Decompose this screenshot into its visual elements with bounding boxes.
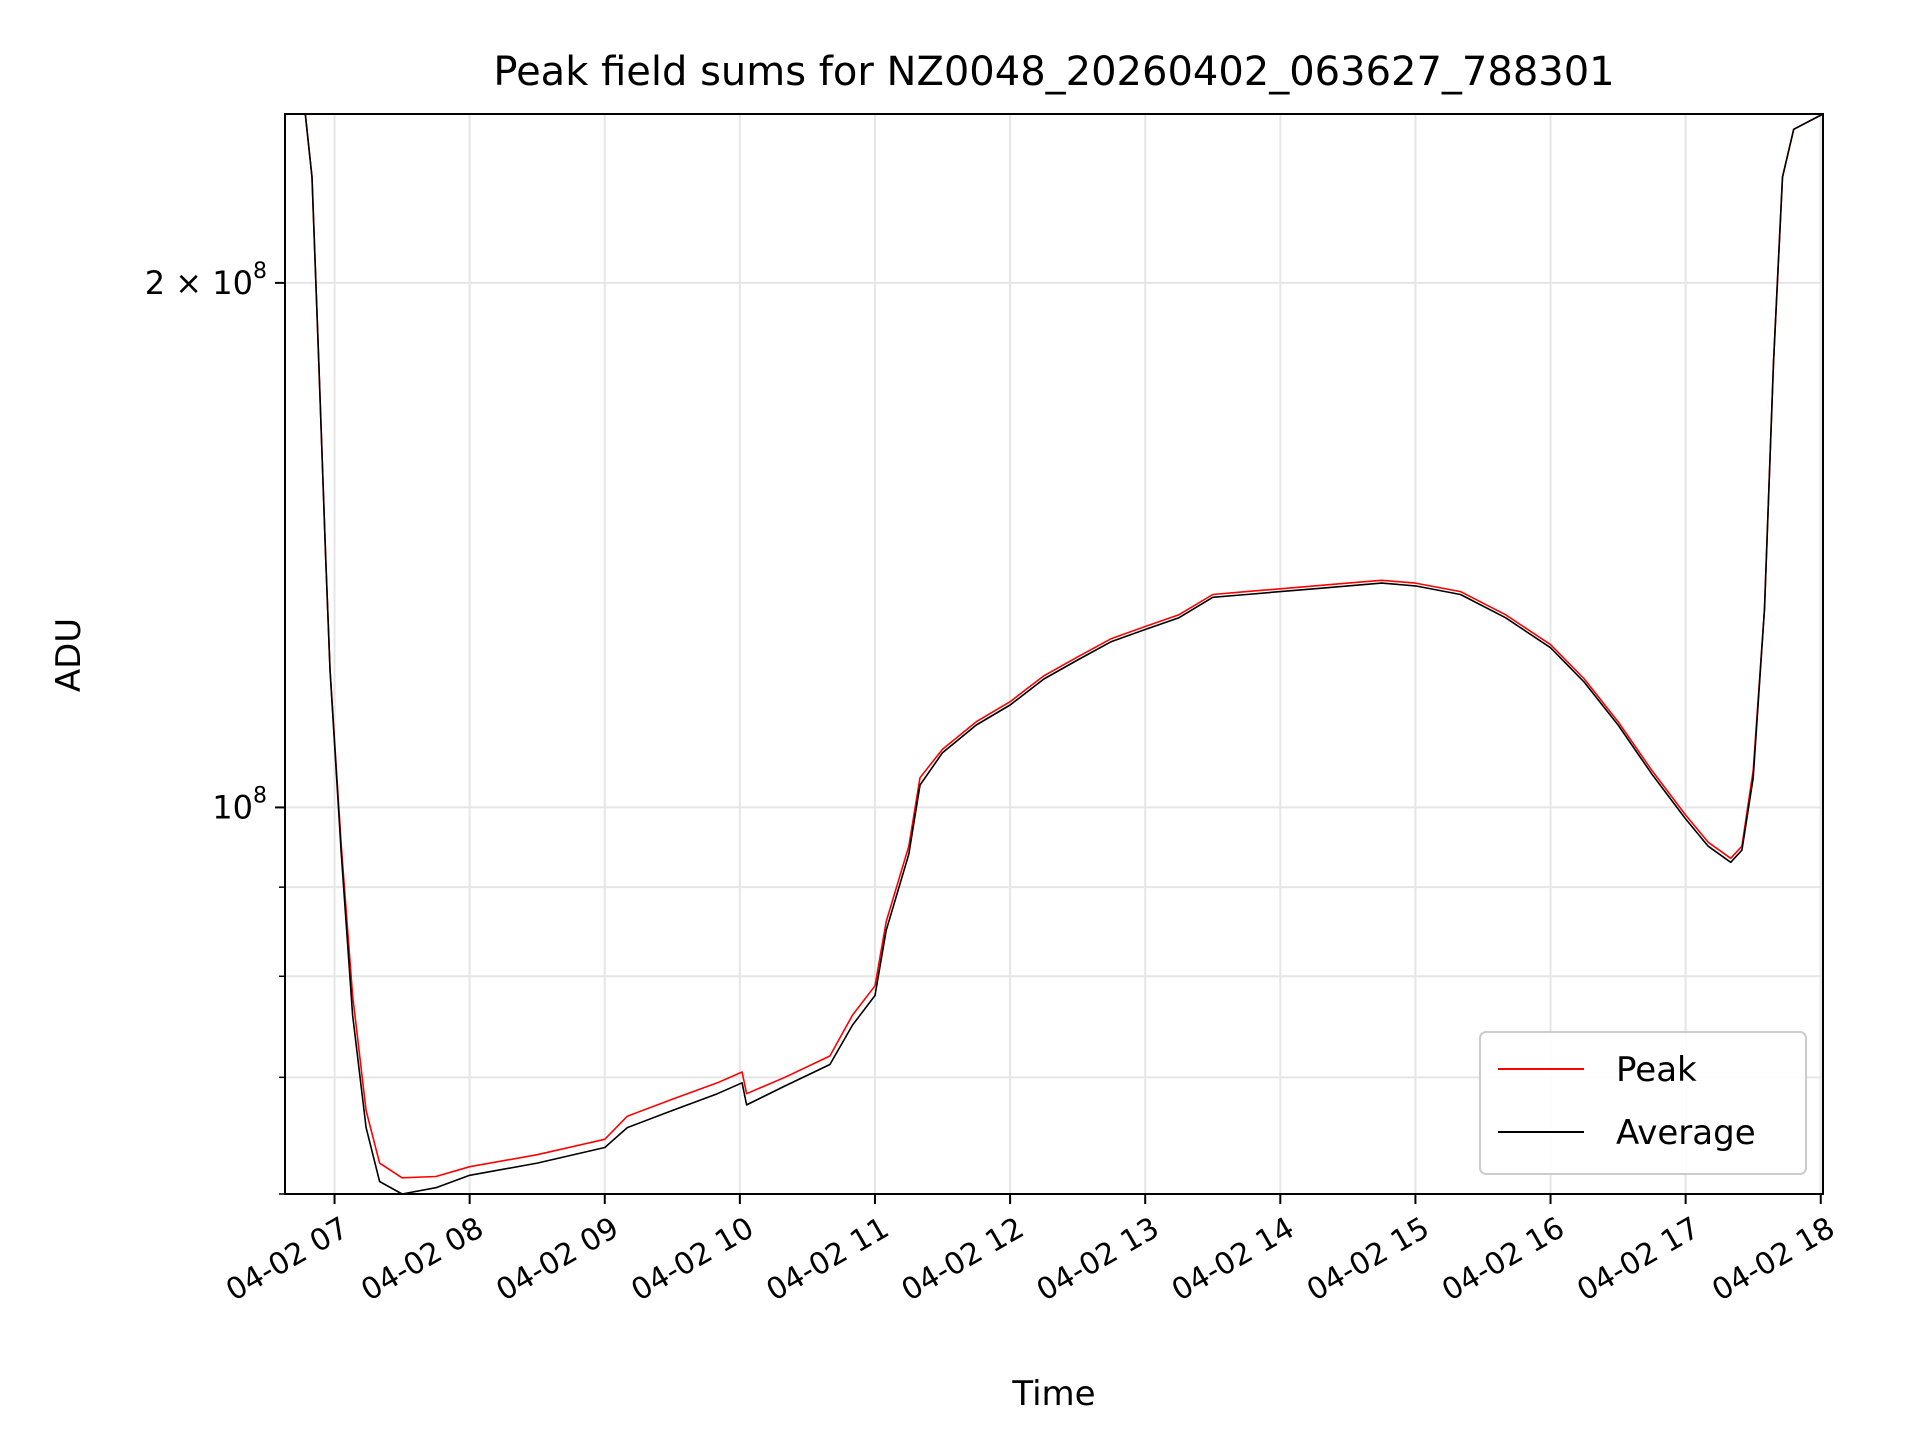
y-tick-exponent: 8 [253, 783, 267, 808]
series-line-peak [285, 113, 1824, 1179]
y-tick-exponent: 8 [253, 259, 267, 284]
y-tick-label: 108 [212, 783, 267, 826]
legend-box [1479, 1031, 1807, 1175]
y-tick-base: 10 [212, 788, 253, 826]
y-tick-label: 2 × 108 [145, 259, 267, 302]
series-line-average [285, 113, 1824, 1195]
legend-label-average: Average [1616, 1113, 1756, 1153]
y-axis-label: ADU [49, 618, 89, 692]
grid [285, 114, 1823, 1195]
chart-title: Peak field sums for NZ0048_20260402_0636… [493, 49, 1614, 95]
plot-frame [284, 113, 1824, 1195]
legend: Peak Average [1479, 1031, 1807, 1175]
x-axis-label: Time [1011, 1374, 1095, 1414]
series-layer [285, 113, 1824, 1195]
legend-label-peak: Peak [1616, 1050, 1697, 1090]
y-tick-base: 2 × 10 [145, 264, 253, 302]
